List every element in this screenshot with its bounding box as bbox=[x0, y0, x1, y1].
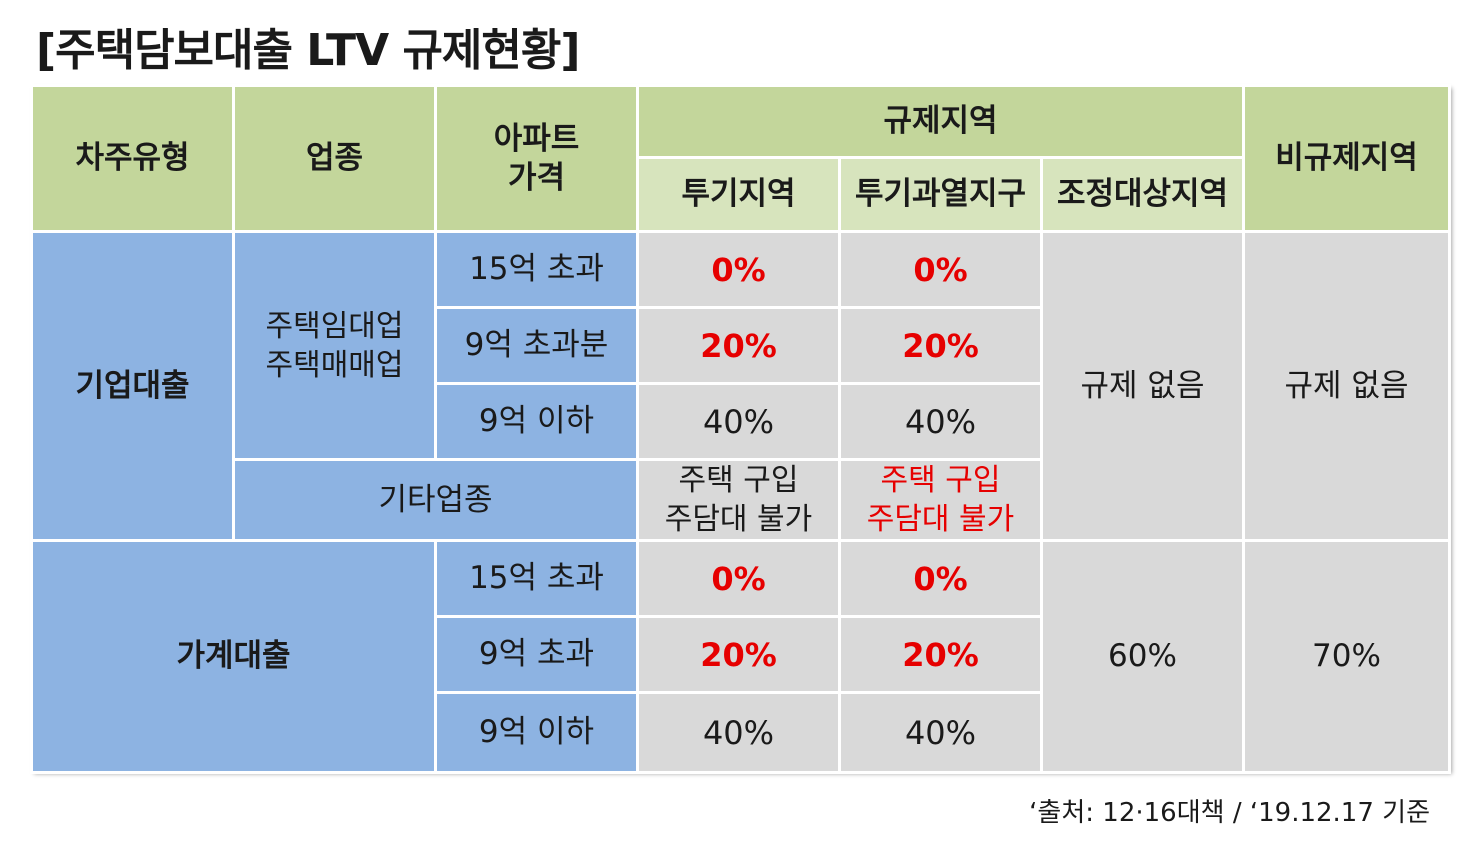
corporate-housing-industry: 주택임대업 주택매매업 bbox=[232, 230, 437, 461]
corporate-speculation-value: 20% bbox=[636, 306, 841, 385]
corporate-other-overheated: 주택 구입 주담대 불가 bbox=[838, 458, 1043, 542]
header-overheated-district: 투기과열지구 bbox=[838, 156, 1043, 233]
header-industry: 업종 bbox=[232, 84, 437, 233]
corporate-overheated-value: 0% bbox=[838, 230, 1043, 309]
corporate-overheated-value: 20% bbox=[838, 306, 1043, 385]
header-regulated-area: 규제지역 bbox=[636, 84, 1245, 159]
corporate-price-cell: 15억 초과 bbox=[434, 230, 639, 309]
corporate-other-speculation: 주택 구입 주담대 불가 bbox=[636, 458, 841, 542]
household-loan-label: 가계대출 bbox=[30, 539, 437, 774]
household-speculation-value: 0% bbox=[636, 539, 841, 618]
household-price-cell: 9억 초과 bbox=[434, 615, 639, 694]
ltv-regulation-table: 차주유형 업종 아파트 가격 규제지역 비규제지역 투기지역 투기과열지구 조정… bbox=[30, 84, 1451, 774]
household-overheated-value: 40% bbox=[838, 691, 1043, 774]
corporate-price-cell: 9억 이하 bbox=[434, 382, 639, 461]
header-adjustment-area: 조정대상지역 bbox=[1040, 156, 1245, 233]
household-adjustment-value: 60% bbox=[1040, 539, 1245, 774]
household-overheated-value: 0% bbox=[838, 539, 1043, 618]
corporate-loan-label: 기업대출 bbox=[30, 230, 235, 542]
corporate-speculation-value: 40% bbox=[636, 382, 841, 461]
header-speculation-area: 투기지역 bbox=[636, 156, 841, 233]
source-note: ‘출처: 12·16대책 / ‘19.12.17 기준 bbox=[1029, 798, 1430, 828]
header-non-regulated-area: 비규제지역 bbox=[1242, 84, 1451, 233]
household-price-cell: 9억 이하 bbox=[434, 691, 639, 774]
corporate-adjustment-value: 규제 없음 bbox=[1040, 230, 1245, 542]
header-apt-price: 아파트 가격 bbox=[434, 84, 639, 233]
ltv-table-container: 차주유형 업종 아파트 가격 규제지역 비규제지역 투기지역 투기과열지구 조정… bbox=[30, 84, 1451, 774]
household-speculation-value: 20% bbox=[636, 615, 841, 694]
household-speculation-value: 40% bbox=[636, 691, 841, 774]
household-non-regulated-value: 70% bbox=[1242, 539, 1451, 774]
page-title: [주택담보대출 LTV 규제현황] bbox=[36, 25, 580, 76]
corporate-other-industry: 기타업종 bbox=[232, 458, 639, 542]
corporate-price-cell: 9억 초과분 bbox=[434, 306, 639, 385]
header-borrower-type: 차주유형 bbox=[30, 84, 235, 233]
household-overheated-value: 20% bbox=[838, 615, 1043, 694]
household-price-cell: 15억 초과 bbox=[434, 539, 639, 618]
corporate-non-regulated-value: 규제 없음 bbox=[1242, 230, 1451, 542]
corporate-speculation-value: 0% bbox=[636, 230, 841, 309]
corporate-overheated-value: 40% bbox=[838, 382, 1043, 461]
